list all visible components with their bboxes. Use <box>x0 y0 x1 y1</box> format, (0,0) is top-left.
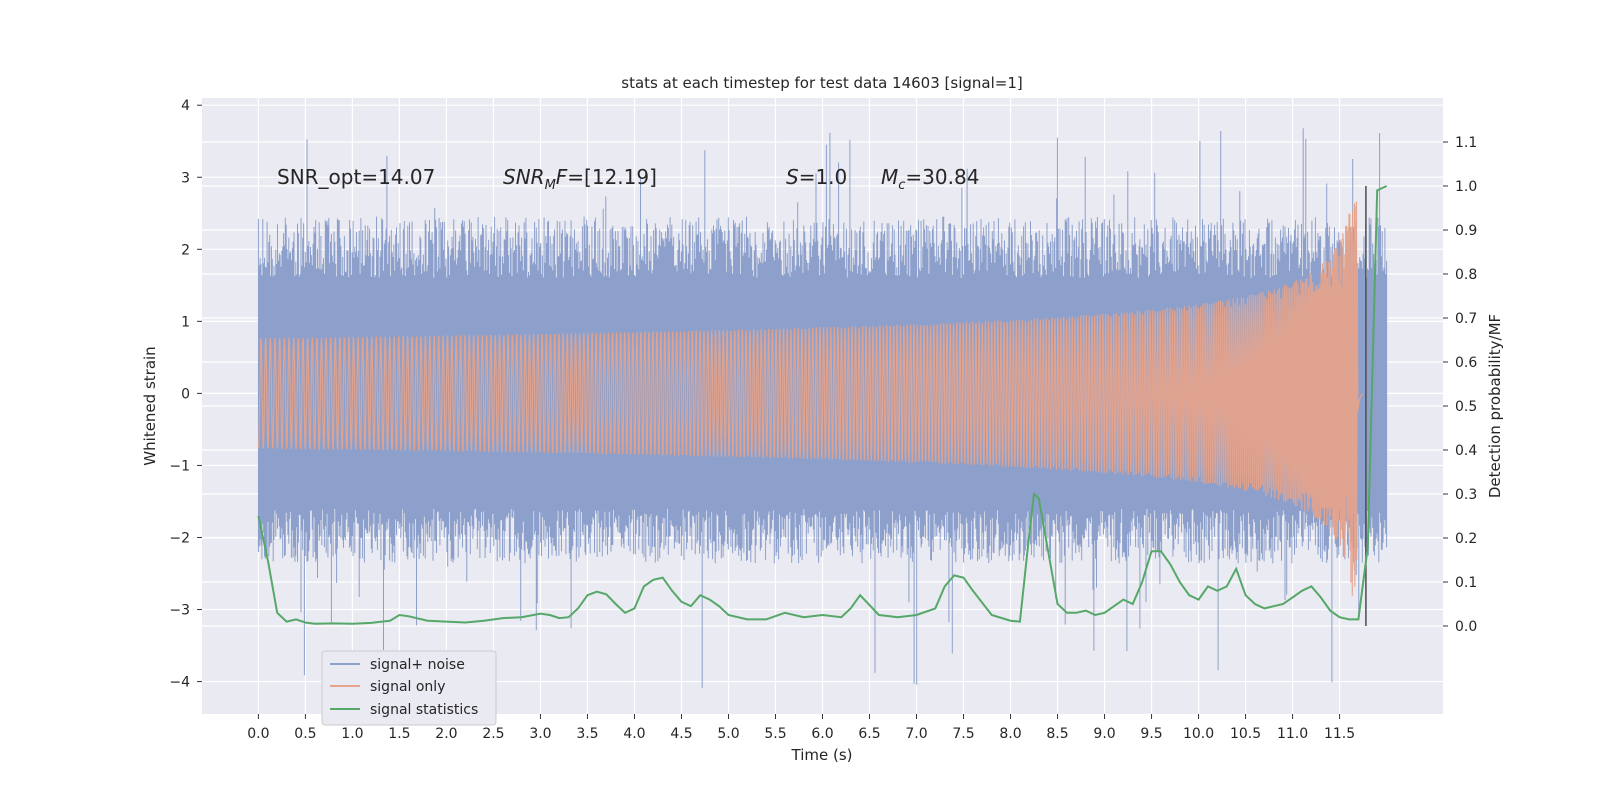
legend-label-signal-noise: signal+ noise <box>370 657 465 673</box>
legend: signal+ noise signal only signal statist… <box>321 650 497 726</box>
annotation-snr-opt: SNR_opt=14.07 <box>277 165 435 189</box>
x-tick-labels: 0.0 0.5 1.0 1.5 2.0 2.5 3.0 3.5 4.0 4.5 5.0 5.5 6.0 6… <box>247 714 1355 742</box>
x-tick-label: 10.5 <box>1230 726 1261 742</box>
y-axis-label-left: Whitened strain <box>141 346 159 465</box>
signal-only-trace <box>257 201 1364 596</box>
x-tick-label: 8.5 <box>1046 726 1068 742</box>
x-axis-label: Time (s) <box>791 746 853 764</box>
signal-only-series <box>257 201 1364 596</box>
snr-mf-value: =[12.19] <box>567 165 657 189</box>
legend-label-signal-statistics: signal statistics <box>370 702 478 718</box>
legend-label-signal-only: signal only <box>370 679 445 695</box>
snr-mf-main: SNR <box>503 165 545 189</box>
x-tick-label: 4.5 <box>670 726 692 742</box>
x-tick-label: 2.5 <box>482 726 504 742</box>
x-tick-label: 0.0 <box>247 726 269 742</box>
x-tick-label: 2.0 <box>435 726 457 742</box>
y-left-tick-label: 4 <box>181 98 190 114</box>
signal-statistics-series <box>257 185 1388 625</box>
y-right-tick-label: 0.0 <box>1455 619 1477 635</box>
y-right-tick-label: 0.7 <box>1455 311 1477 327</box>
y-left-tick-label: −4 <box>169 675 190 691</box>
y-right-tick-label: 0.1 <box>1455 575 1477 591</box>
x-tick-label: 6.0 <box>811 726 833 742</box>
mc-label: M <box>881 165 898 189</box>
x-tick-label: 6.5 <box>858 726 880 742</box>
annotation-snr-mf: SNRMF=[12.19] <box>503 165 657 193</box>
y-left-tick-labels: −4 −3 −2 −1 0 1 2 3 4 <box>169 98 202 691</box>
y-left-tick-label: 0 <box>181 386 190 402</box>
y-right-tick-label: 0.9 <box>1455 223 1477 239</box>
x-tick-label: 4.0 <box>623 726 645 742</box>
y-right-tick-label: 1.0 <box>1455 179 1477 195</box>
y-right-tick-label: 1.1 <box>1455 135 1477 151</box>
x-tick-label: 7.5 <box>952 726 974 742</box>
x-tick-label: 0.5 <box>294 726 316 742</box>
y-right-tick-labels: 0.0 0.1 0.2 0.3 0.4 0.5 0.6 0.7 0.8 0.9 1.0 1.1 <box>1443 135 1477 635</box>
y-left-tick-label: −1 <box>169 458 190 474</box>
mc-value: =30.84 <box>905 165 979 189</box>
annotation-mc: Mc=30.84 <box>881 165 979 193</box>
x-tick-label: 11.5 <box>1324 726 1355 742</box>
x-tick-label: 9.0 <box>1093 726 1115 742</box>
y-right-tick-label: 0.3 <box>1455 487 1477 503</box>
y-right-tick-label: 0.2 <box>1455 531 1477 547</box>
x-tick-label: 5.0 <box>717 726 739 742</box>
y-right-tick-label: 0.6 <box>1455 355 1477 371</box>
x-tick-label: 8.0 <box>999 726 1021 742</box>
y-left-tick-label: −2 <box>169 530 190 546</box>
chart-title: stats at each timestep for test data 146… <box>621 74 1022 92</box>
x-tick-label: 10.0 <box>1183 726 1214 742</box>
snr-mf-rest: F <box>556 165 568 189</box>
y-left-tick-label: −3 <box>169 603 190 619</box>
x-tick-label: 3.5 <box>576 726 598 742</box>
y-left-tick-label: 3 <box>181 170 190 186</box>
x-tick-label: 9.5 <box>1140 726 1162 742</box>
x-tick-label: 1.5 <box>388 726 410 742</box>
mc-sub: c <box>898 178 905 193</box>
y-left-tick-label: 1 <box>181 314 190 330</box>
y-right-tick-label: 0.8 <box>1455 267 1477 283</box>
annotations: SNR_opt=14.07 SNRMF=[12.19] S=1.0 Mc=30.… <box>277 165 979 193</box>
y-right-tick-label: 0.5 <box>1455 399 1477 415</box>
s-label: S <box>786 165 799 189</box>
y-left-tick-label: 2 <box>181 242 190 258</box>
snr-mf-sub: M <box>545 178 556 193</box>
legend-box <box>321 650 497 726</box>
x-tick-label: 11.0 <box>1277 726 1308 742</box>
y-right-tick-label: 0.4 <box>1455 443 1477 459</box>
x-tick-label: 5.5 <box>764 726 786 742</box>
x-tick-label: 1.0 <box>341 726 363 742</box>
x-tick-label: 7.0 <box>905 726 927 742</box>
s-value: =1.0 <box>799 165 848 189</box>
signal-statistics-trace <box>257 185 1388 625</box>
annotation-s: S=1.0 <box>786 165 847 189</box>
x-tick-label: 3.0 <box>529 726 551 742</box>
y-axis-label-right: Detection probability/MF <box>1486 314 1504 498</box>
